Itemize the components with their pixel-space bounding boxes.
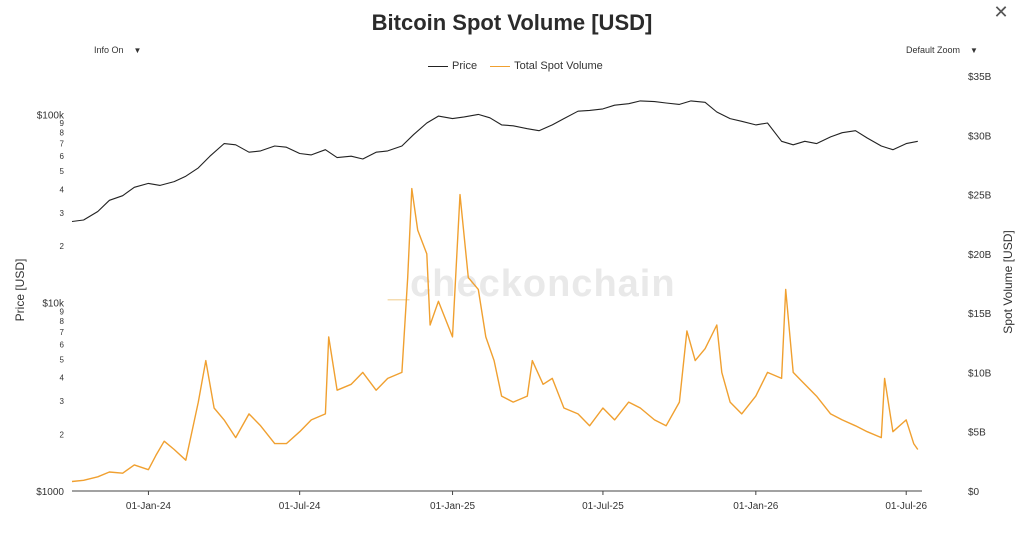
right-axis: $0 $5B $10B $15B $20B $25B $30B $35B bbox=[968, 72, 992, 498]
y-left-minor-tick-label: 9 bbox=[60, 119, 65, 128]
x-axis: 01-Jan-24 01-Jul-24 01-Jan-25 01-Jul-25 01-J… bbox=[72, 490, 927, 512]
y-axis-title-right: Spot Volume [USD] bbox=[1001, 230, 1015, 333]
y-left-minor-tick-label: 7 bbox=[60, 140, 65, 149]
y-right-tick-label: $15B bbox=[968, 309, 992, 320]
y-right-tick-label: $10B bbox=[968, 368, 992, 379]
y-left-minor-tick-label: 3 bbox=[60, 397, 65, 406]
y-left-minor-tick-label: 4 bbox=[60, 374, 65, 383]
legend-label-volume: Total Spot Volume bbox=[514, 60, 603, 72]
y-left-minor-tick-label: 8 bbox=[60, 317, 65, 326]
close-button[interactable]: ✕ bbox=[986, 0, 1016, 24]
y-axis-title-left: Price [USD] bbox=[13, 259, 27, 322]
y-left-tick-label: $1000 bbox=[36, 487, 64, 498]
y-right-tick-label: $25B bbox=[968, 191, 992, 202]
x-tick-label: 01-Jul-26 bbox=[885, 501, 927, 512]
x-tick-label: 01-Jan-26 bbox=[733, 501, 778, 512]
legend-item-volume[interactable]: Total Spot Volume bbox=[490, 60, 603, 72]
caret-down-icon: ▼ bbox=[970, 46, 978, 55]
x-tick-label: 01-Jan-25 bbox=[430, 501, 475, 512]
chart-legend: Price Total Spot Volume bbox=[428, 60, 613, 72]
x-tick-label: 01-Jan-24 bbox=[126, 501, 171, 512]
y-right-tick-label: $0 bbox=[968, 487, 980, 498]
legend-label-price: Price bbox=[452, 60, 478, 72]
zoom-dropdown-label: Default Zoom bbox=[906, 45, 961, 55]
y-left-tick-label: $10k bbox=[42, 299, 65, 310]
legend-swatch-volume bbox=[490, 65, 511, 67]
y-right-tick-label: $35B bbox=[968, 72, 992, 83]
info-toggle-dropdown[interactable]: Info On ▼ bbox=[94, 45, 141, 55]
y-left-minor-tick-label: 9 bbox=[60, 307, 65, 316]
chart-title: Bitcoin Spot Volume [USD] bbox=[371, 10, 653, 35]
y-left-minor-tick-label: 6 bbox=[60, 152, 65, 161]
close-icon: ✕ bbox=[993, 2, 1009, 22]
caret-down-icon: ▼ bbox=[133, 46, 142, 55]
series-line-volume bbox=[71, 187, 919, 483]
x-tick-label: 01-Jul-25 bbox=[582, 501, 624, 512]
watermark-dash: _ bbox=[388, 263, 411, 305]
y-right-tick-label: $30B bbox=[968, 131, 992, 142]
series-line-price bbox=[71, 100, 918, 223]
y-left-minor-tick-label: 8 bbox=[60, 129, 65, 138]
y-left-minor-tick-label: 6 bbox=[60, 340, 65, 349]
legend-swatch-price bbox=[428, 65, 448, 67]
y-left-minor-tick-label: 3 bbox=[60, 209, 65, 218]
x-tick-label: 01-Jul-24 bbox=[279, 501, 321, 512]
y-left-minor-tick-label: 2 bbox=[60, 430, 65, 439]
legend-item-price[interactable]: Price bbox=[428, 60, 477, 72]
y-left-minor-tick-label: 5 bbox=[60, 355, 65, 364]
info-toggle-label: Info On bbox=[94, 45, 124, 55]
y-left-minor-tick-label: 4 bbox=[60, 185, 65, 194]
y-left-minor-tick-label: 2 bbox=[60, 242, 65, 251]
y-left-tick-label: $100k bbox=[37, 110, 65, 121]
y-left-minor-tick-label: 7 bbox=[60, 328, 65, 337]
y-left-minor-tick-label: 5 bbox=[60, 167, 65, 176]
y-right-tick-label: $5B bbox=[968, 428, 986, 439]
y-right-tick-label: $20B bbox=[968, 250, 992, 261]
zoom-dropdown[interactable]: Default Zoom ▼ bbox=[906, 45, 978, 55]
